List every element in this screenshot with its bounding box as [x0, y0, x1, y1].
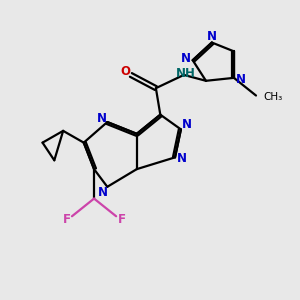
Text: N: N [236, 73, 245, 86]
Text: NH: NH [176, 67, 195, 80]
Text: N: N [97, 112, 107, 125]
Text: N: N [181, 52, 191, 65]
Text: F: F [63, 213, 71, 226]
Text: CH₃: CH₃ [263, 92, 283, 102]
Text: F: F [117, 213, 125, 226]
Text: N: N [207, 30, 217, 43]
Text: N: N [182, 118, 192, 131]
Text: N: N [98, 186, 108, 199]
Text: O: O [120, 65, 130, 79]
Text: N: N [176, 152, 187, 165]
